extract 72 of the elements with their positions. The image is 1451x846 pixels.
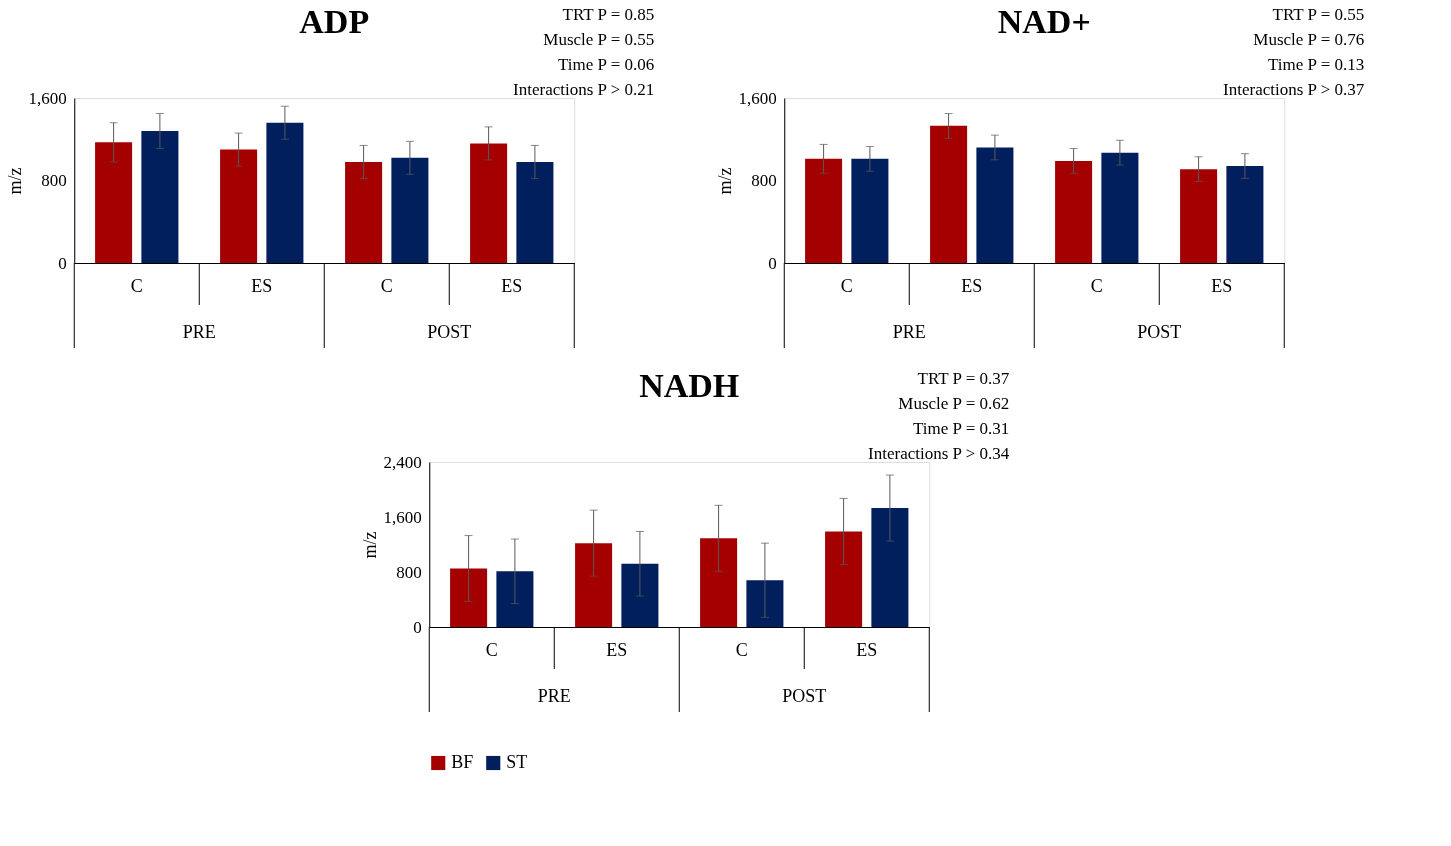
bar — [1055, 160, 1093, 263]
x-tick-label: C — [840, 275, 853, 296]
bar — [345, 161, 383, 263]
bar — [575, 543, 613, 627]
text: PRE — [182, 322, 216, 342]
x-tick-label: ES — [501, 275, 523, 296]
y-tick-label: 800 — [396, 562, 422, 582]
text: Muscle P = 0.76 — [1253, 30, 1365, 49]
text: PRE — [892, 322, 926, 342]
chart-title: ADP — [299, 3, 370, 40]
bar — [621, 563, 659, 627]
x-tick-label: C — [485, 639, 498, 660]
x-tick-label: C — [735, 639, 748, 660]
bar — [871, 508, 909, 627]
legend-label: ST — [506, 752, 528, 772]
bar — [266, 122, 304, 263]
text: Time P = 0.13 — [1268, 55, 1365, 74]
x-tick-label: ES — [961, 275, 983, 296]
bar — [851, 158, 889, 263]
y-tick-label: 800 — [751, 171, 777, 190]
legend-label: BF — [451, 752, 474, 772]
x-tick-label: C — [1090, 275, 1103, 296]
bar — [930, 125, 968, 263]
bar — [496, 571, 534, 627]
x-tick-label: ES — [856, 639, 878, 660]
text: TRT P = 0.55 — [1272, 5, 1365, 24]
annotation: Interactions P > 0.37 — [1223, 80, 1365, 99]
y-axis-title: m/z — [359, 531, 380, 559]
x-tick-label: ES — [606, 639, 628, 660]
y-tick-label: 0 — [768, 253, 777, 273]
bar — [1101, 152, 1139, 263]
bar — [141, 131, 179, 263]
y-tick-label: 2,400 — [383, 452, 422, 472]
bar — [1226, 166, 1264, 263]
bar — [470, 143, 508, 263]
bar — [391, 157, 429, 263]
x-tick-label: C — [380, 275, 393, 296]
text: Muscle P = 0.55 — [543, 30, 655, 49]
bar — [220, 149, 258, 263]
bar — [95, 142, 133, 263]
y-tick-label: 1,600 — [738, 88, 777, 108]
chart-title: NAD+ — [997, 3, 1091, 40]
y-tick-label: 1,600 — [28, 88, 67, 108]
bar — [516, 161, 554, 263]
text: POST — [1137, 322, 1182, 342]
y-axis-title: m/z — [4, 167, 25, 195]
y-tick-label: 800 — [41, 171, 67, 190]
chart-title: NADH — [639, 367, 740, 404]
text: TRT P = 0.85 — [562, 5, 655, 24]
text: Time P = 0.31 — [913, 419, 1010, 438]
bar — [805, 158, 843, 263]
text: Muscle P = 0.62 — [898, 394, 1010, 413]
annotation: Interactions P > 0.34 — [868, 444, 1010, 463]
y-tick-label: 0 — [58, 253, 67, 273]
bar — [450, 568, 488, 627]
x-tick-label: C — [130, 275, 143, 296]
text: POST — [782, 686, 827, 706]
y-tick-label: 0 — [413, 617, 422, 637]
text: PRE — [537, 686, 571, 706]
bar — [700, 538, 738, 627]
bar — [746, 580, 784, 627]
y-axis-title: m/z — [714, 167, 735, 195]
bar — [825, 531, 863, 627]
text: POST — [427, 322, 472, 342]
bar — [1180, 169, 1218, 263]
y-tick-label: 1,600 — [383, 507, 422, 527]
x-tick-label: ES — [1211, 275, 1233, 296]
text: TRT P = 0.37 — [917, 369, 1010, 388]
annotation: Interactions P > 0.21 — [513, 80, 655, 99]
text: Time P = 0.06 — [558, 55, 655, 74]
bar — [976, 147, 1014, 263]
x-tick-label: ES — [251, 275, 273, 296]
